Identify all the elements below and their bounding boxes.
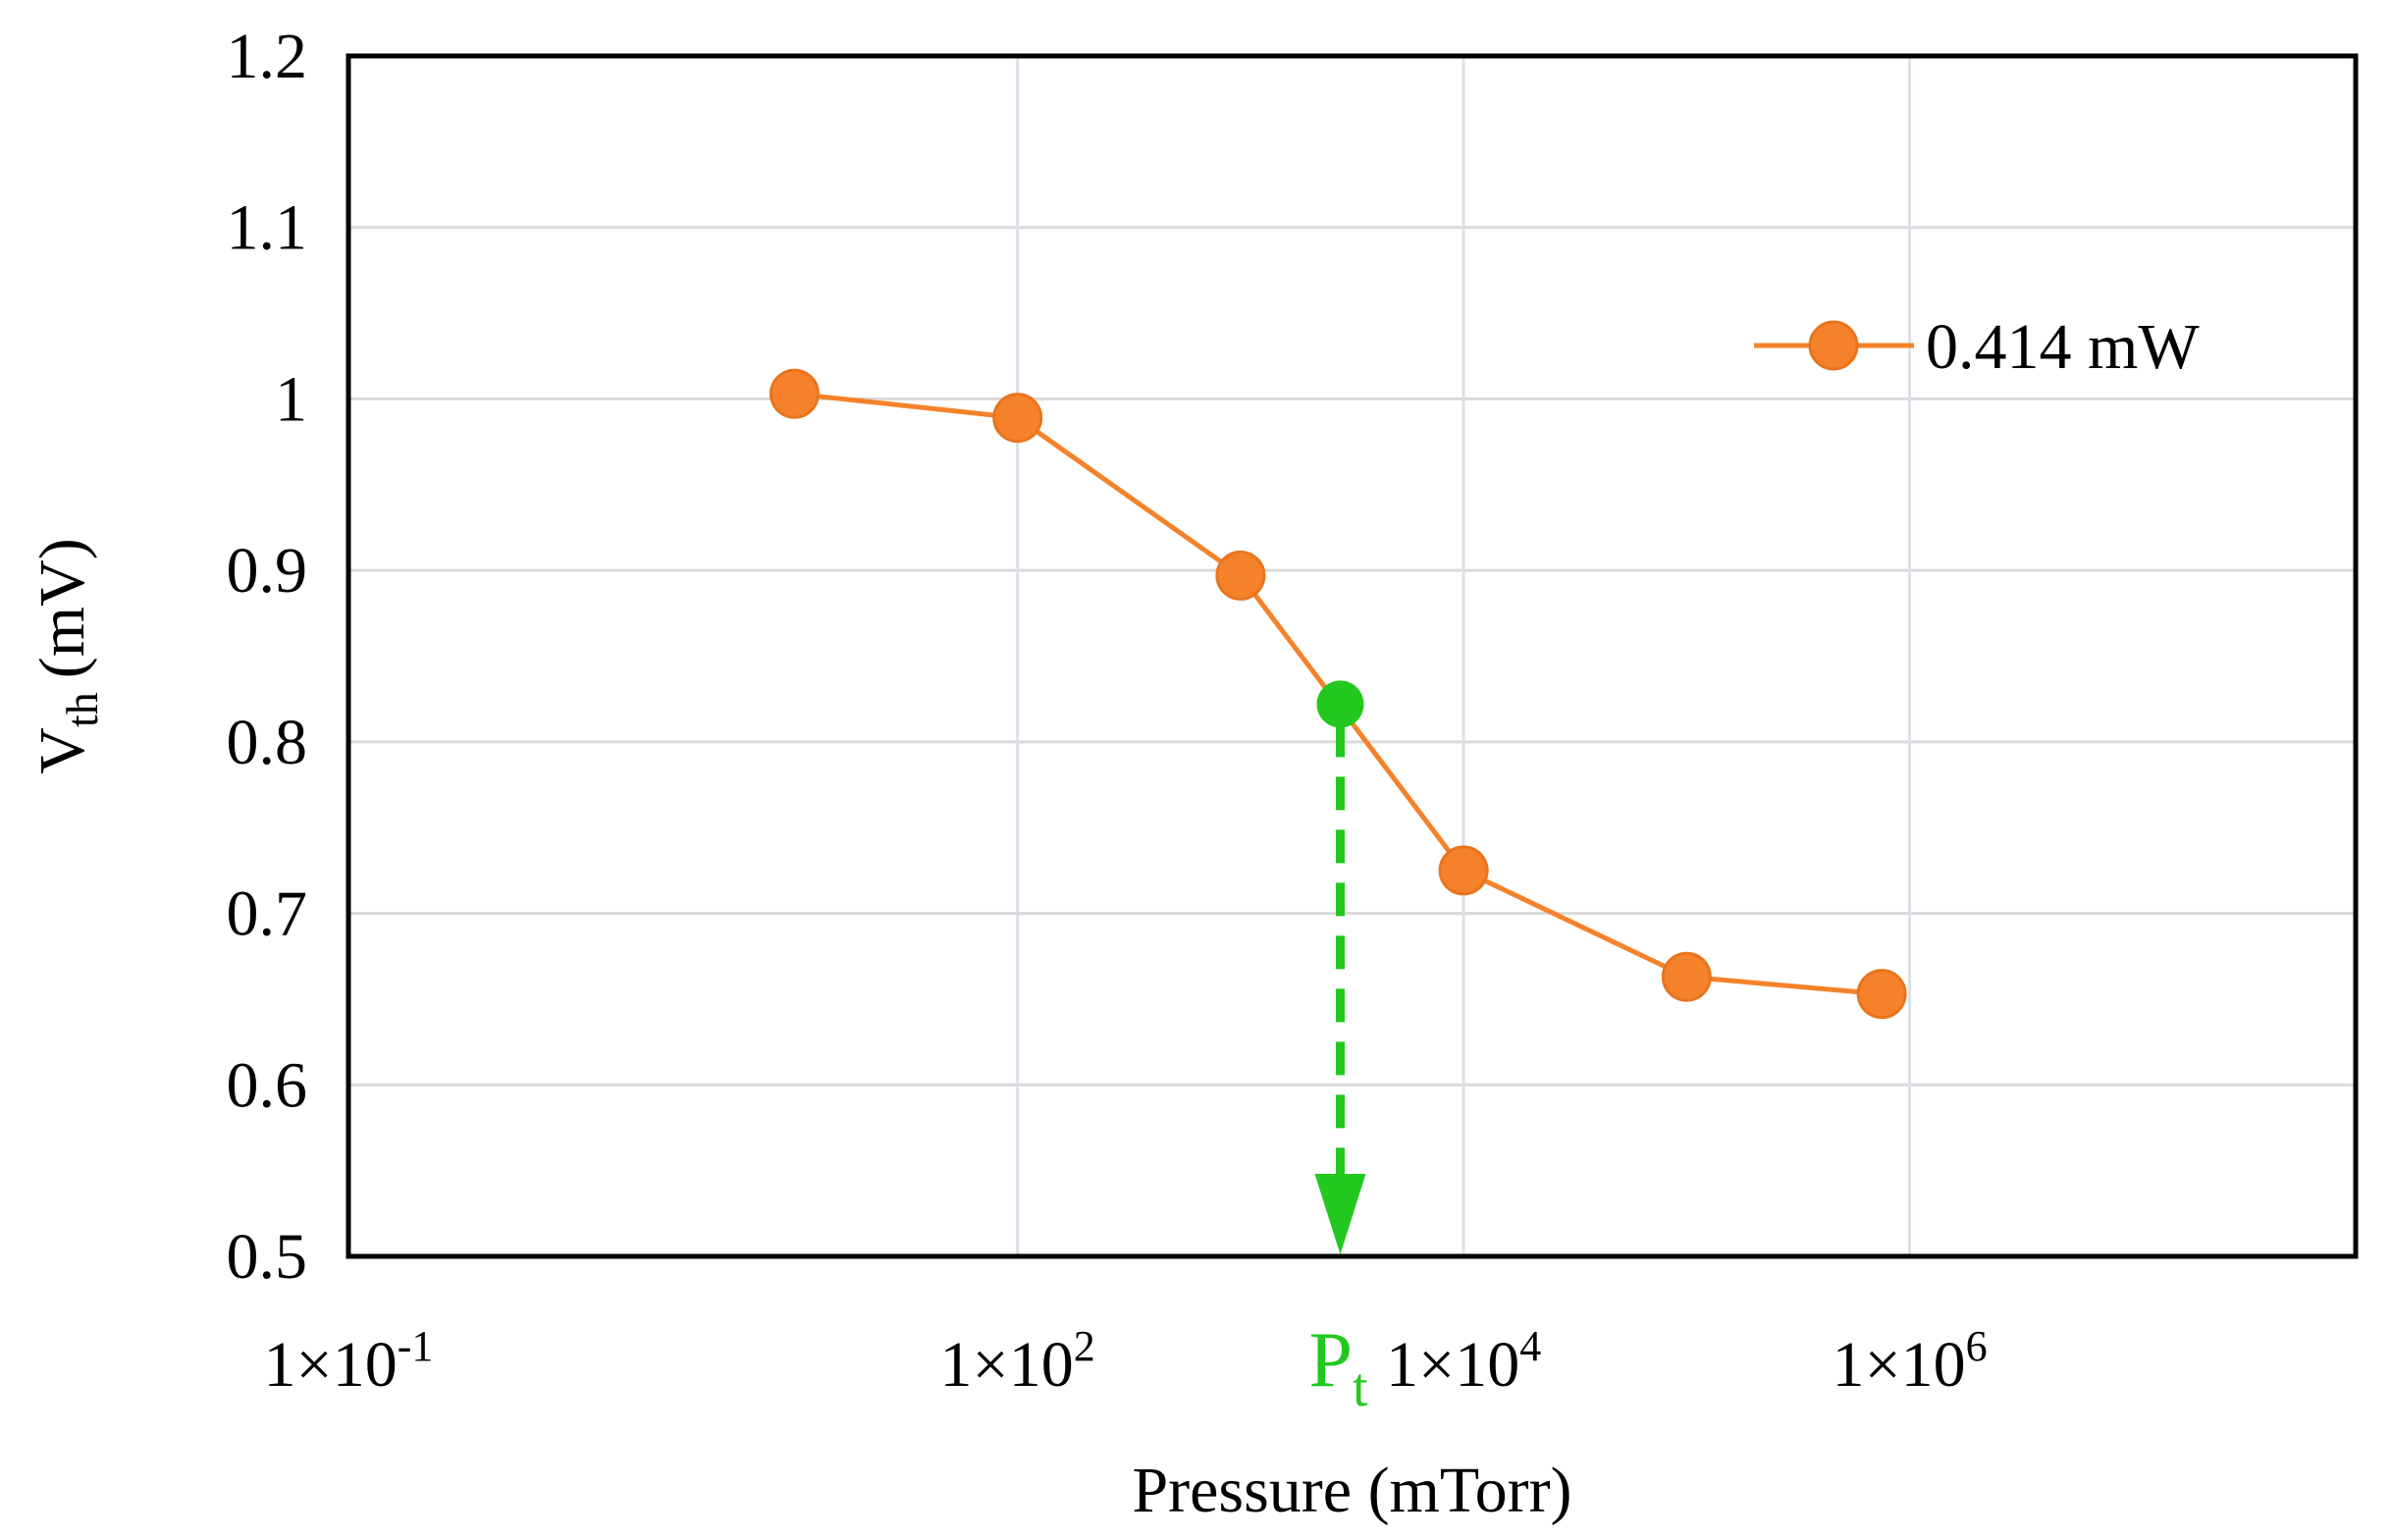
data-point [1438, 845, 1489, 896]
legend: 0.414 mW [1754, 311, 2200, 383]
legend-marker [1808, 320, 1859, 371]
x-tick-label: 1×10-1 [264, 1322, 434, 1401]
threshold-arrow-head [1314, 1174, 1366, 1254]
x-tick-label: 1×106 [1832, 1322, 1987, 1401]
data-point [1856, 969, 1907, 1020]
annotation-layer: Pt [1308, 680, 1368, 1418]
legend-label: 0.414 mW [1926, 311, 2200, 383]
data-point [992, 393, 1043, 444]
y-tick-label: 0.8 [227, 707, 308, 778]
series-layer [769, 368, 1907, 1020]
y-axis-title: Vth (mV) [27, 538, 107, 773]
plot-area-frame [346, 53, 2359, 1259]
y-axis-ticks: 0.5 0.6 0.7 0.8 0.9 1 1.1 1.2 [227, 21, 308, 1293]
x-axis-title: Pressure (mTorr) [1132, 1455, 1571, 1526]
y-tick-label: 1 [275, 363, 307, 435]
y-axis-title-sub: th [57, 692, 107, 727]
y-axis-title-unit: (mV) [27, 538, 98, 678]
threshold-label: Pt [1308, 1317, 1368, 1418]
y-tick-label: 0.9 [227, 535, 308, 607]
x-tick-label: 1×102 [940, 1322, 1095, 1401]
data-point [1661, 951, 1712, 1002]
x-tick-label: 1×104 [1386, 1322, 1541, 1401]
y-axis-title-main: V [27, 727, 98, 774]
y-tick-label: 0.6 [227, 1049, 308, 1121]
data-point [769, 368, 820, 419]
x-axis-ticks: 1×10-1 1×102 1×104 1×106 [264, 1322, 1988, 1401]
y-tick-label: 0.5 [227, 1221, 308, 1293]
grid-lines [348, 56, 2356, 1256]
y-tick-label: 1.1 [227, 192, 308, 264]
y-tick-label: 1.2 [227, 21, 308, 92]
data-point [1215, 550, 1266, 601]
y-tick-label: 0.7 [227, 878, 308, 950]
threshold-point [1316, 680, 1364, 728]
